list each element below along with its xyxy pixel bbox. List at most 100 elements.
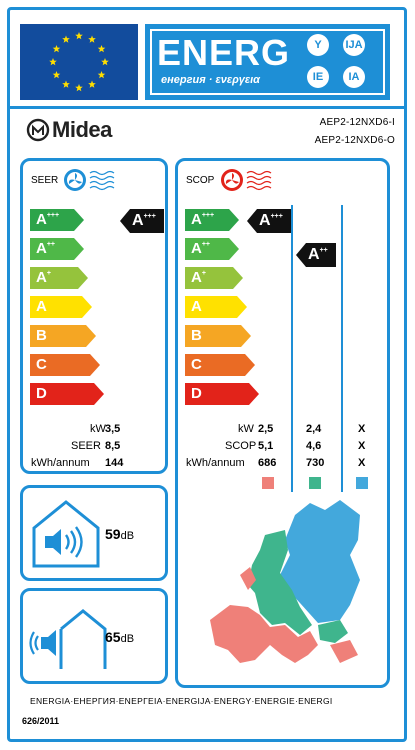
class-plus: +	[46, 270, 51, 277]
cooling-rating-label: A+++	[132, 213, 156, 229]
class-arrow-label: A+++	[36, 212, 59, 228]
seer-label: SEER	[31, 175, 59, 186]
class-arrow-label: B	[36, 328, 47, 344]
heating-average-scop: 4,6	[306, 440, 322, 452]
class-letter: A	[191, 211, 202, 228]
class-letter: D	[191, 385, 202, 402]
indoor-noise-unit: dB	[120, 530, 135, 542]
class-arrow-shape	[30, 238, 84, 260]
class-letter: A	[191, 240, 202, 257]
class-arrow-shape	[30, 296, 92, 318]
cooling-value-seer: 8,5	[105, 440, 121, 452]
class-plus: ++	[46, 241, 56, 248]
cooling-value-annual: 144	[105, 457, 124, 469]
brand-name: Midea	[52, 117, 112, 142]
cooling-rating-arrow: A+++	[120, 209, 164, 233]
energy-title: ENERG	[157, 32, 291, 73]
class-arrow-shape	[30, 383, 104, 405]
eu-star	[101, 58, 109, 66]
outdoor-noise-panel: 65dB	[20, 588, 168, 684]
model-outdoor: AEP2-12NXD6-O	[314, 135, 395, 146]
class-arrow-shape	[185, 383, 259, 405]
class-arrow-label: A++	[36, 241, 55, 257]
map-average-balkans	[318, 620, 348, 643]
class-arrow-shape	[185, 267, 243, 289]
eu-star	[62, 35, 70, 43]
indoor-speaker-icon	[32, 500, 100, 568]
class-arrow-label: A++	[191, 241, 210, 257]
eu-star	[75, 32, 83, 40]
heating-rating-warm-label: A+++	[259, 213, 283, 229]
map-warm-zone	[210, 605, 318, 663]
eu-star	[49, 58, 57, 66]
scop-class-arrow: A	[185, 296, 247, 318]
label-frame	[7, 7, 407, 742]
class-arrow-label: A+++	[191, 212, 214, 228]
heating-rating-warm-letter: A	[259, 212, 271, 229]
language-badge-ija: IJA	[343, 34, 365, 56]
class-letter: B	[36, 327, 47, 344]
outdoor-speaker-icon	[29, 609, 107, 669]
season-cold-swatch	[356, 477, 368, 489]
class-arrow-label: D	[191, 386, 202, 402]
seer-class-arrow: A+	[30, 267, 88, 289]
header-divider	[7, 106, 407, 109]
seer-class-arrow: B	[30, 325, 96, 347]
cooling-panel: SEER	[20, 158, 168, 474]
heating-cold-scop: X	[358, 440, 366, 452]
language-badge-ie: IE	[307, 66, 329, 88]
outdoor-noise-unit: dB	[120, 633, 135, 645]
rating-arrow-shape	[120, 209, 164, 233]
season-divider-2	[341, 205, 343, 492]
eu-stars-icon	[49, 32, 109, 92]
energy-subtitle: енергия · ενεργεια	[161, 74, 261, 86]
season-average-swatch	[309, 477, 321, 489]
seer-class-arrow: C	[30, 354, 100, 376]
heating-fan-icon	[221, 169, 272, 191]
class-arrow-shape	[185, 354, 255, 376]
regulation-number: 626/2011	[22, 716, 60, 726]
scop-class-arrow: A++	[185, 238, 239, 260]
seer-class-arrow: A++	[30, 238, 84, 260]
cooling-unit-kw: kW	[90, 423, 106, 435]
outdoor-noise-value: 65dB	[105, 629, 134, 645]
class-arrow-shape	[30, 267, 88, 289]
seer-class-arrow: D	[30, 383, 104, 405]
language-badge-y: Y	[307, 34, 329, 56]
heating-unit-kw: kW	[238, 423, 254, 435]
class-letter: C	[36, 356, 47, 373]
scop-label: SCOP	[186, 175, 215, 186]
eu-star	[62, 80, 70, 88]
indoor-noise-value: 59dB	[105, 526, 134, 542]
class-letter: A	[36, 298, 47, 315]
cooling-unit-seer: SEER	[71, 440, 101, 452]
energy-title-inner	[150, 29, 385, 95]
indoor-noise-panel: 59dB	[20, 485, 168, 581]
class-arrow-label: B	[191, 328, 202, 344]
map-cold-zone	[280, 500, 360, 623]
class-arrow-label: A	[191, 299, 202, 315]
scop-class-arrow: A+++	[185, 209, 239, 231]
indoor-noise-number: 59	[105, 526, 121, 542]
map-warm-southeast	[330, 640, 358, 663]
class-letter: D	[36, 385, 47, 402]
heating-unit-annual: kWh/annum	[186, 457, 245, 469]
scop-class-arrow: B	[185, 325, 251, 347]
heating-panel: SCOP	[175, 158, 390, 688]
brand-logo: Midea	[26, 115, 136, 145]
heating-average-annual: 730	[306, 457, 325, 469]
eu-star	[52, 45, 61, 53]
season-divider-1	[291, 205, 293, 492]
class-arrow-label: D	[36, 386, 47, 402]
heating-warm-kw: 2,5	[258, 423, 274, 435]
cooling-rating-plus: +++	[143, 213, 156, 220]
class-arrow-shape	[30, 354, 100, 376]
cooling-fan-icon	[64, 169, 115, 191]
energy-title-block: ENERG енергия · ενεργεια Y IJA IE IA	[145, 24, 390, 100]
heating-warm-annual: 686	[258, 457, 277, 469]
scop-class-arrow: A+	[185, 267, 243, 289]
heating-cold-kw: X	[358, 423, 366, 435]
outdoor-noise-number: 65	[105, 629, 121, 645]
class-arrow-shape	[185, 325, 251, 347]
season-warm-swatch	[262, 477, 274, 489]
